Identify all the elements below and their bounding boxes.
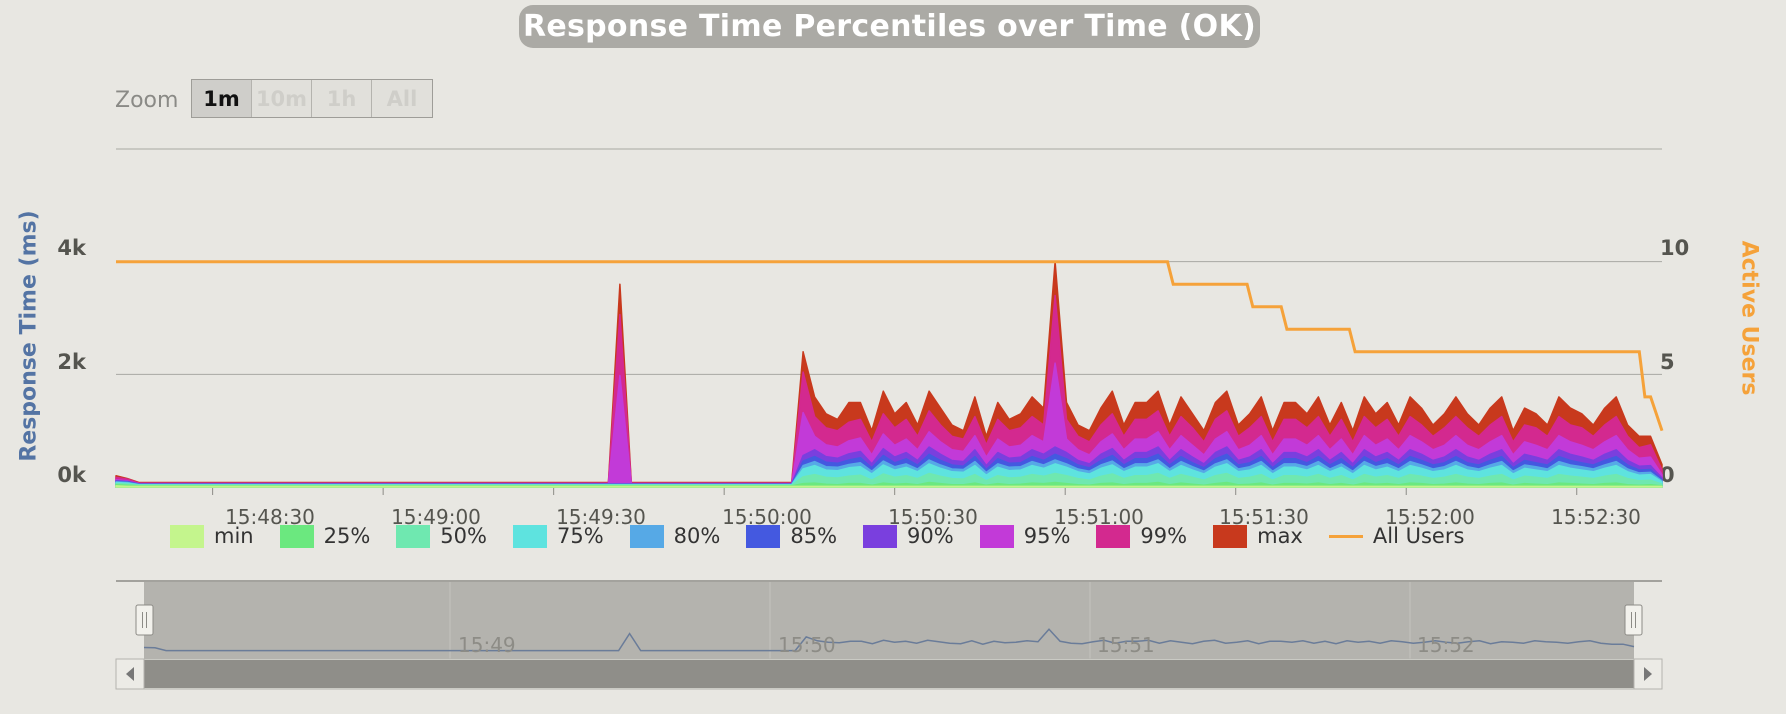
chart-title: Response Time Percentiles over Time (OK): [519, 5, 1260, 48]
zoom-10m-button[interactable]: 10m: [252, 80, 312, 117]
legend-label: 50%: [440, 524, 487, 548]
legend-item-50[interactable]: 50%: [396, 524, 487, 548]
legend-swatch: [396, 524, 431, 548]
zoom-1h-button[interactable]: 1h: [312, 80, 372, 117]
x-tick-label: 15:52:00: [1385, 505, 1475, 529]
legend-swatch: [863, 524, 898, 548]
y2-tick-label: 5: [1660, 350, 1675, 374]
legend-label: min: [214, 524, 254, 548]
navigator-time-label: 15:50: [778, 633, 836, 657]
legend-label: All Users: [1372, 524, 1465, 548]
legend-item-90[interactable]: 90%: [863, 524, 954, 548]
legend-swatch: [746, 524, 781, 548]
legend-swatch: [1213, 524, 1248, 548]
legend-item-25[interactable]: 25%: [279, 524, 371, 548]
legend-item-80[interactable]: 80%: [629, 524, 721, 548]
series-area-min: [115, 485, 1663, 488]
legend-label: 80%: [673, 524, 721, 548]
legend-swatch: [1328, 534, 1363, 538]
y2-tick-label: 10: [1660, 236, 1690, 260]
x-tick-label: 15:50:30: [888, 505, 978, 529]
scroll-right-arrow-icon: [1644, 667, 1652, 681]
navigator-time-label: 15:52: [1417, 633, 1475, 657]
legend-label: 25%: [323, 524, 371, 548]
legend-label: 75%: [556, 524, 604, 548]
y-tick-label: 4k: [57, 236, 86, 260]
zoom-all-button[interactable]: All: [372, 80, 432, 117]
y2-tick-label: 0: [1660, 463, 1675, 487]
legend-swatch: [279, 524, 314, 548]
legend-swatch: [170, 524, 204, 548]
legend-label: 90%: [907, 524, 954, 548]
navigator-right-handle[interactable]: [1624, 604, 1643, 636]
zoom-button-group: 1m 10m 1h All: [191, 79, 433, 118]
legend-label: max: [1257, 524, 1303, 548]
navigator-selected-range: [144, 582, 1634, 659]
legend-item-85[interactable]: 85%: [746, 524, 837, 548]
legend-label: 85%: [790, 524, 838, 548]
scroll-left-arrow-icon: [126, 667, 134, 681]
legend-item-min[interactable]: min: [170, 524, 254, 548]
legend-label: 99%: [1140, 524, 1188, 548]
legend-item-99[interactable]: 99%: [1096, 524, 1187, 548]
scrollbar-thumb[interactable]: [144, 660, 1634, 688]
y-tick-label: 0k: [57, 463, 86, 487]
navigator-time-label: 15:49: [458, 633, 516, 657]
navigator-time-label: 15:51: [1097, 633, 1155, 657]
chart-legend: min 25% 50% 75% 80% 85% 90% 95% 99% max …: [170, 521, 1490, 551]
x-tick-label: 15:52:30: [1551, 505, 1641, 529]
series-line-all-users: [116, 260, 1664, 432]
navigator-left-handle[interactable]: [135, 604, 154, 636]
y-tick-label: 2k: [57, 350, 86, 374]
legend-item-max[interactable]: max: [1213, 524, 1303, 548]
legend-item-95[interactable]: 95%: [979, 524, 1071, 548]
legend-label: 95%: [1023, 524, 1071, 548]
legend-item-75[interactable]: 75%: [512, 524, 604, 548]
legend-swatch: [979, 524, 1014, 548]
legend-swatch: [629, 524, 664, 548]
legend-swatch: [1096, 524, 1131, 548]
zoom-label: Zoom: [115, 88, 179, 113]
zoom-1m-button[interactable]: 1m: [192, 80, 252, 117]
legend-item-all-users[interactable]: All Users: [1328, 524, 1465, 548]
navigator-series-line: [143, 628, 1635, 652]
legend-swatch: [512, 524, 547, 548]
